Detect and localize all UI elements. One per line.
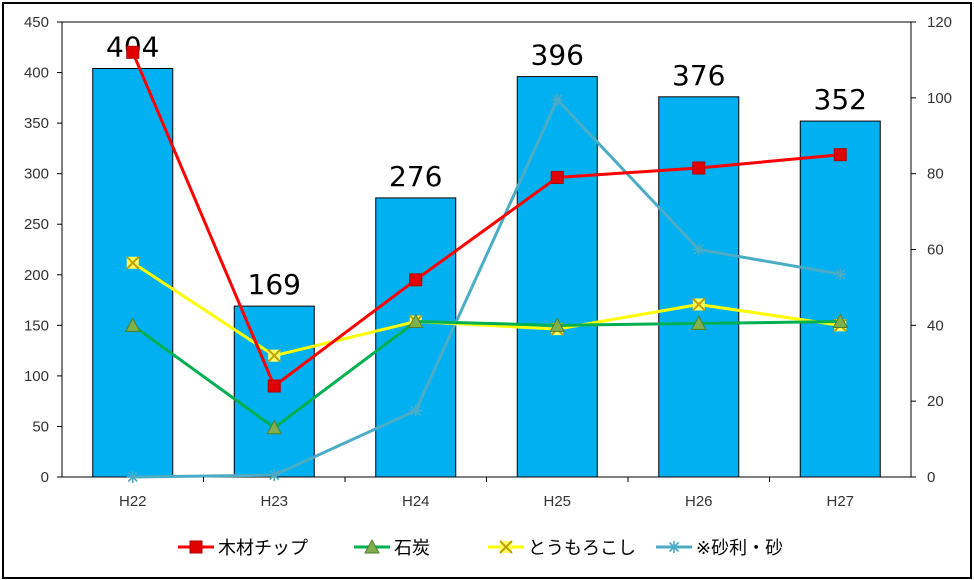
line-marker-asterisk — [834, 268, 847, 281]
right-tick-label: 120 — [927, 14, 952, 31]
series-line — [131, 261, 841, 358]
right-tick-label: 100 — [927, 90, 952, 107]
bar-data-label: 376 — [672, 59, 725, 92]
line-marker-square — [189, 540, 203, 554]
left-tick-label: 150 — [24, 317, 49, 334]
line-marker-square — [409, 273, 423, 287]
x-tick-label: H26 — [685, 493, 713, 510]
legend-label: 石炭 — [394, 538, 430, 559]
series-line — [131, 51, 841, 388]
plot-area — [61, 21, 912, 478]
line-marker-triangle — [549, 317, 566, 332]
legend-label: とうもろこし — [528, 538, 636, 559]
legend-item: 石炭 — [354, 538, 430, 559]
line-marker-asterisk — [409, 404, 422, 417]
line-marker-triangle — [364, 538, 380, 554]
legend-label: 木材チップ — [218, 538, 308, 559]
bar — [375, 197, 457, 478]
x-tick-label: H27 — [826, 493, 854, 510]
series-1 — [124, 313, 849, 435]
line-series — [124, 45, 849, 483]
legend: 木材チップ 石炭 とうもろこし ※砂利・砂 — [178, 538, 783, 559]
right-tick-label: 60 — [927, 242, 944, 259]
line-marker-x — [267, 348, 281, 363]
series-line — [132, 98, 841, 479]
line-marker-triangle — [832, 313, 849, 329]
left-tick-label: 300 — [24, 166, 49, 183]
right-axis-ticks: 0 20 40 60 80 100 120 — [911, 14, 952, 486]
left-tick-label: 400 — [24, 65, 49, 82]
left-tick-label: 0 — [41, 469, 49, 486]
x-tick-label: H25 — [543, 493, 571, 510]
line-marker-square — [692, 161, 706, 175]
line-marker-x — [692, 297, 706, 312]
left-tick-label: 50 — [32, 418, 49, 435]
bar — [658, 96, 740, 478]
bar-data-labels: 404169276396376352 — [106, 31, 867, 302]
bar-data-label: 169 — [248, 268, 301, 301]
bar — [799, 120, 881, 478]
line-marker-triangle — [690, 315, 707, 330]
bar-data-label: 352 — [814, 83, 867, 116]
bar-data-label: 276 — [389, 160, 442, 193]
line-marker-square — [126, 45, 140, 59]
left-tick-label: 450 — [24, 14, 49, 31]
bar — [516, 76, 598, 478]
left-tick-label: 250 — [24, 216, 49, 233]
left-tick-label: 350 — [24, 115, 49, 132]
x-tick-label: H23 — [260, 493, 288, 510]
series-0 — [126, 45, 847, 393]
line-marker-square — [833, 148, 847, 162]
x-axis-ticks: H22 H23 H24 H25 H26 H27 — [119, 477, 854, 510]
line-marker-triangle — [407, 313, 424, 329]
bar-data-label: 396 — [531, 39, 584, 72]
line-marker-x — [126, 256, 140, 270]
left-axis-ticks: 0 50 100 150 200 250 300 350 400 450 — [24, 14, 62, 486]
legend-item: とうもろこし — [488, 538, 636, 559]
line-marker-asterisk — [268, 469, 281, 482]
legend-item: 木材チップ — [178, 538, 308, 559]
line-marker-asterisk — [668, 541, 680, 553]
line-marker-triangle — [124, 317, 141, 332]
left-tick-label: 100 — [24, 368, 49, 385]
line-marker-x — [499, 540, 513, 554]
line-marker-asterisk — [692, 243, 705, 256]
right-tick-label: 80 — [927, 166, 944, 183]
line-marker-square — [267, 379, 281, 393]
legend-label: ※砂利・砂 — [696, 538, 783, 559]
line-marker-asterisk — [551, 93, 564, 106]
left-tick-label: 200 — [24, 267, 49, 284]
x-tick-label: H22 — [119, 493, 147, 510]
bar — [92, 68, 174, 478]
right-tick-label: 20 — [927, 393, 944, 410]
bar-series — [92, 68, 881, 478]
legend-item: ※砂利・砂 — [656, 538, 783, 559]
x-tick-label: H24 — [402, 493, 430, 510]
series-3 — [126, 93, 847, 483]
line-marker-triangle — [266, 419, 283, 435]
right-tick-label: 40 — [927, 317, 944, 334]
line-marker-square — [550, 170, 564, 184]
series-line — [131, 320, 841, 430]
line-marker-asterisk — [126, 471, 139, 483]
right-tick-label: 0 — [927, 469, 935, 486]
